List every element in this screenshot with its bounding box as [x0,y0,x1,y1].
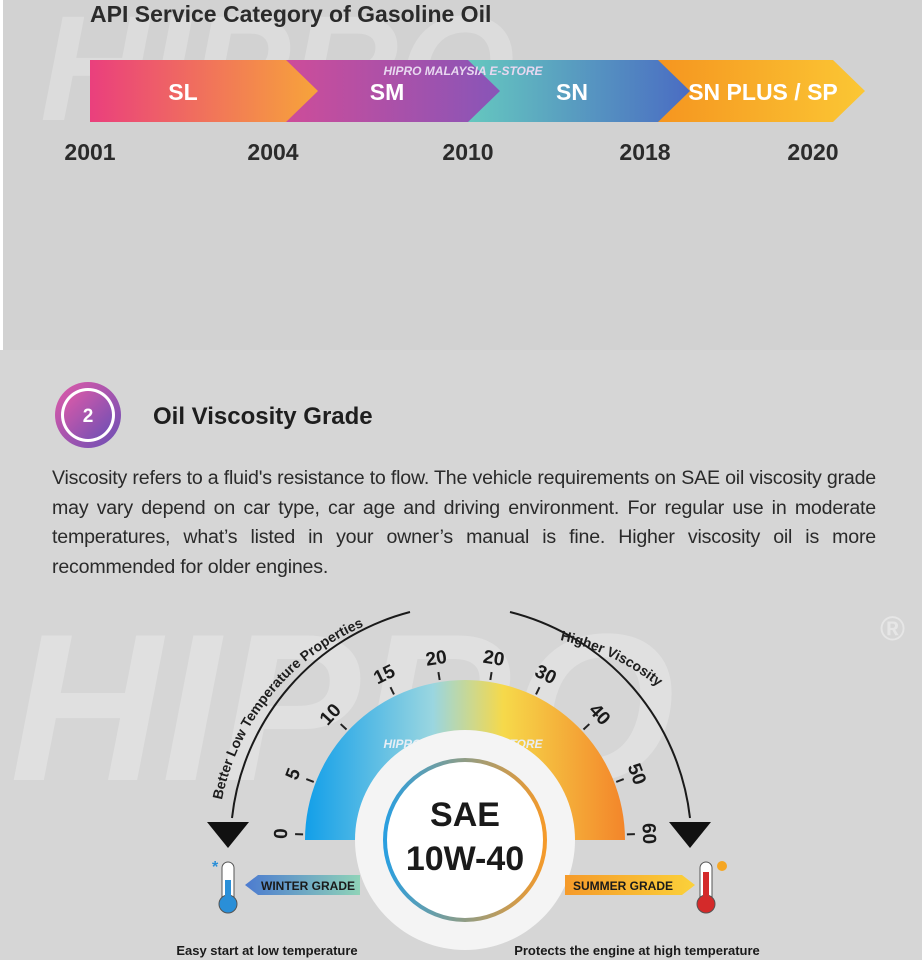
gauge-tick [437,671,441,681]
summer-banner [565,875,695,895]
year-label: 2018 [619,139,670,165]
gauge-tick [339,723,348,731]
arc-arrow [509,611,691,819]
gauge-tick [582,723,591,731]
panel-edge [0,0,3,350]
arrow-head [669,822,711,848]
paragraph: Viscosity refers to a fluid's resistance… [52,467,876,578]
category-label: SM [370,79,405,105]
gauge-tick [489,671,493,681]
top-panel [0,0,922,350]
api-title: API Service Category of Gasoline Oil [90,1,491,27]
section-title: Oil Viscosity Grade [153,403,373,430]
category-arrows: SL SM SN SN PLUS / SP [90,60,865,122]
badge-fill [64,391,112,439]
thermometer-level [225,880,231,902]
arrow-head [207,822,249,848]
year-labels: 2001 2004 2010 2018 2020 [64,139,838,165]
year-label: 2020 [787,139,838,165]
year-label: 2004 [247,139,298,165]
gauge-tick [389,686,395,695]
gauge-tick [305,778,315,783]
snow-icon: * [212,859,219,876]
summer-label: SUMMER GRADE [573,879,673,893]
gauge-tick-label: 0 [271,828,292,839]
summer-caption: Protects the engine at high temperature [514,943,760,958]
gauge-tick [615,778,625,783]
gauge-tick-label: 20 [424,647,448,671]
sun-icon [717,861,727,871]
category-arrow [90,60,318,122]
year-label: 2010 [442,139,493,165]
arc-arrow [231,611,411,819]
category-arrow [278,60,500,122]
store-watermark: HIPRO MALAYSIA E-STORE [383,64,543,78]
category-label: SN PLUS / SP [688,79,838,105]
category-label: SN [556,79,588,105]
gauge-tick-label: 60 [638,823,660,845]
section-number: 2 [83,406,94,427]
center-top: SAE [430,796,500,834]
thermometer-level [703,872,709,902]
category-arrow [645,60,865,122]
gauge-tick [535,686,541,695]
winter-banner [245,875,360,895]
center-ring [383,758,547,922]
gauge-tick-label: 20 [482,647,506,671]
year-label: 2001 [64,139,115,165]
center-bottom: 10W-40 [406,840,524,878]
winter-caption: Easy start at low temperature [176,943,357,958]
category-label: SL [168,79,197,105]
winter-label: WINTER GRADE [261,879,355,893]
registered-mark: ® [880,610,905,648]
gauge-band [305,680,625,840]
category-arrow [460,60,690,122]
